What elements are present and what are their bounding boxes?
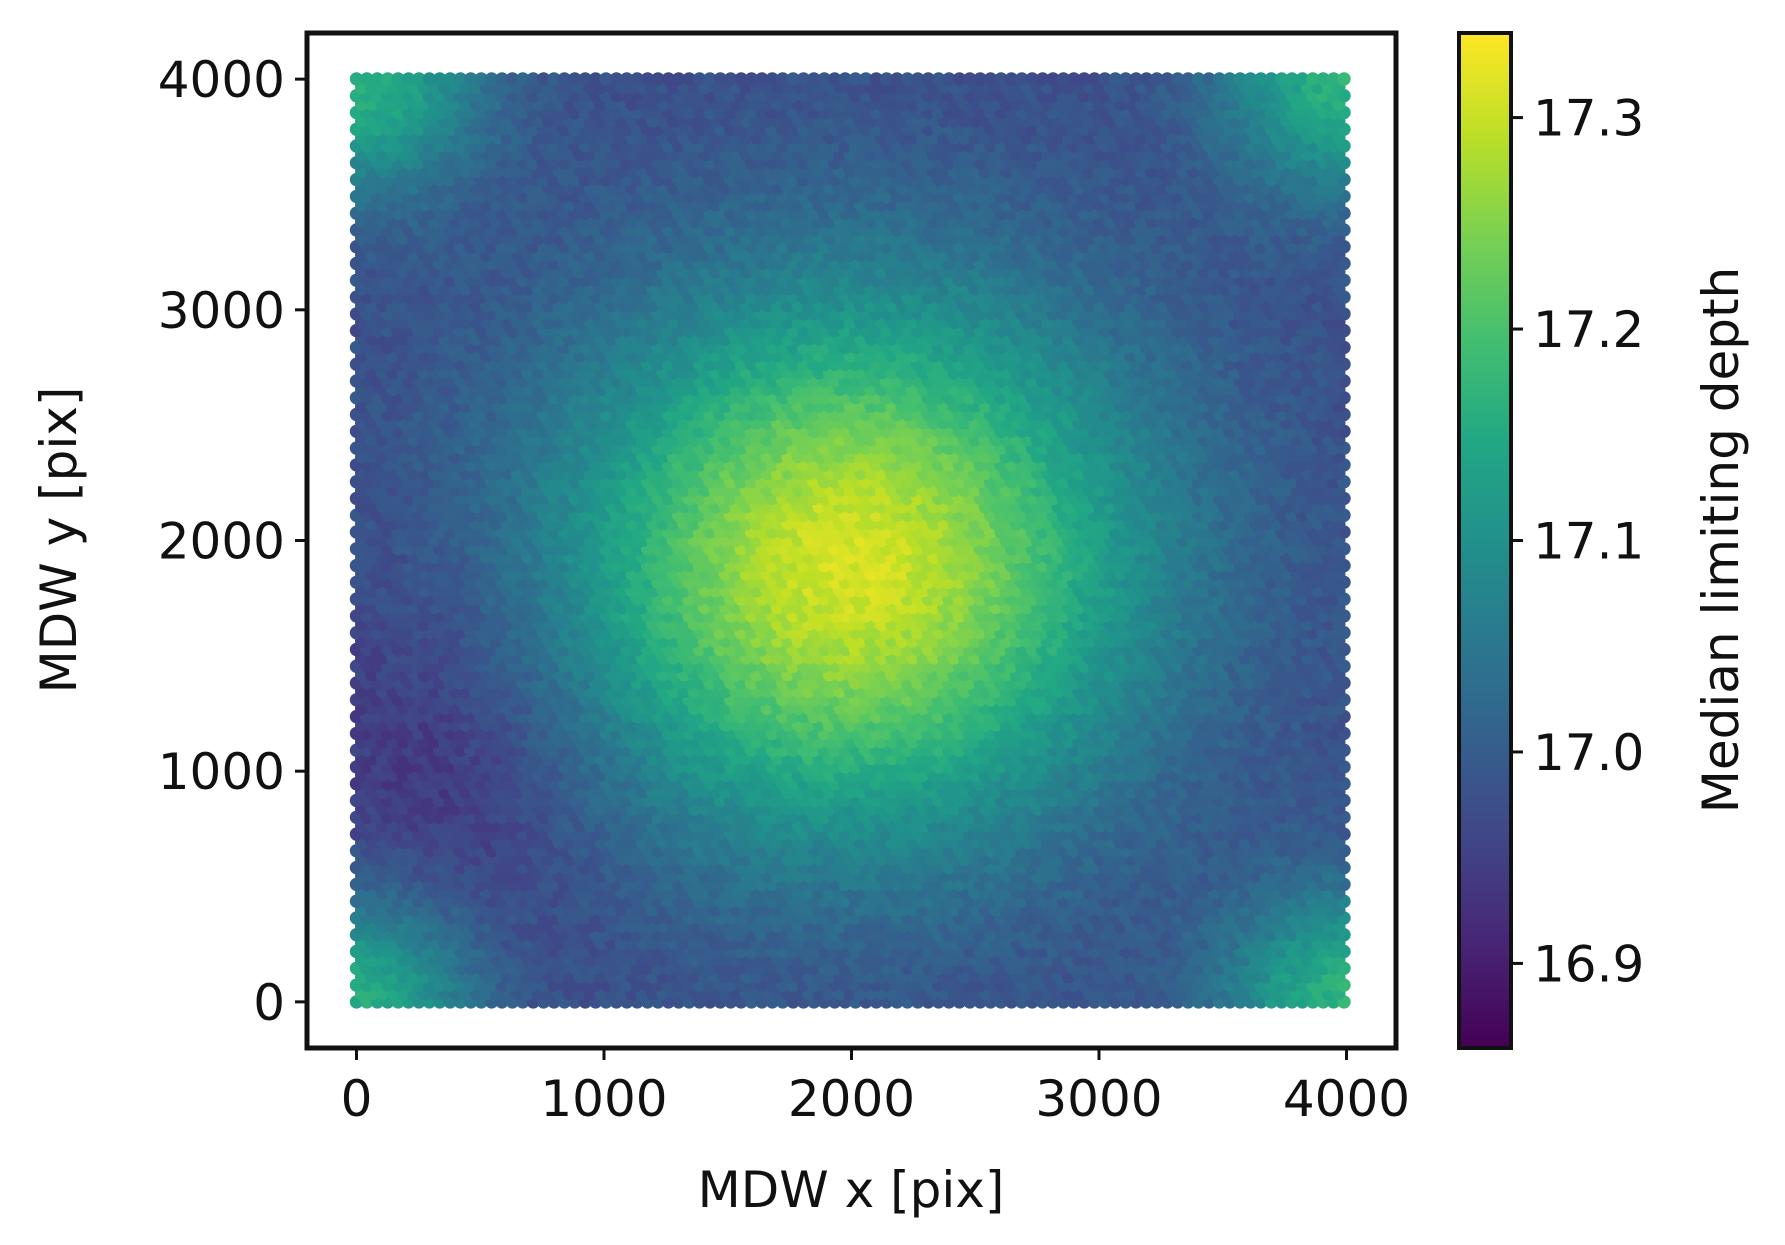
hexbin-cells — [349, 72, 1351, 1009]
